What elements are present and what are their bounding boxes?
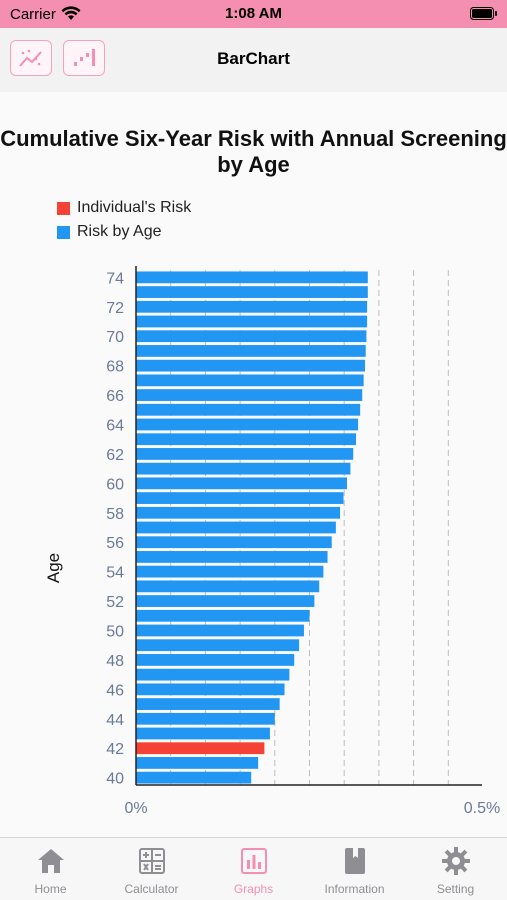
home-icon	[38, 849, 64, 873]
bar	[136, 757, 259, 769]
y-tick-label: 52	[106, 594, 124, 611]
gear-icon	[442, 847, 470, 875]
bar	[136, 448, 354, 460]
bar-individual-risk	[136, 742, 265, 755]
calculator-icon	[139, 848, 165, 874]
legend-label-age: Risk by Age	[77, 223, 162, 240]
tab-graphs[interactable]: Graphs	[203, 838, 304, 900]
y-tick-label: 42	[106, 741, 124, 758]
bar	[136, 595, 315, 607]
bar	[136, 418, 359, 431]
tab-home-label: Home	[34, 882, 67, 896]
bar	[136, 536, 332, 549]
chart-content: Cumulative Six-Year Risk with Annual Scr…	[0, 92, 507, 837]
bar	[136, 624, 304, 637]
bar	[136, 389, 363, 401]
bar-chart: 74 72 70 68 66 64 62 60 58 56 54 52 50 48 46 44 42 400% 0.…	[44, 266, 500, 837]
tab-home[interactable]: Home	[0, 838, 101, 900]
bar	[136, 683, 285, 696]
y-tick-label: 58	[106, 506, 124, 523]
y-tick-label: 70	[106, 329, 124, 346]
y-tick-label: 62	[106, 447, 124, 464]
tab-information[interactable]: Information	[304, 838, 405, 900]
bar	[136, 654, 295, 666]
bar	[136, 374, 364, 387]
y-tick-label: 60	[106, 476, 124, 493]
bar	[136, 551, 328, 563]
y-tick-label: 56	[106, 535, 124, 552]
bar	[136, 668, 290, 681]
bar-steps-icon	[74, 49, 95, 66]
trend-icon	[19, 49, 42, 67]
y-tick-label: 50	[106, 624, 124, 641]
legend-swatch-age	[57, 225, 70, 239]
legend-swatch-individual	[57, 201, 70, 215]
tab-calculator-label: Calculator	[124, 882, 179, 896]
bar	[136, 712, 275, 725]
bar	[136, 698, 280, 710]
wifi-icon	[61, 6, 81, 20]
bar	[136, 506, 341, 519]
bar	[136, 727, 270, 740]
bar	[136, 315, 368, 328]
bar	[136, 580, 320, 593]
bar	[136, 609, 310, 622]
tab-graphs-label: Graphs	[233, 882, 274, 896]
y-tick-label: 54	[106, 565, 124, 582]
bar	[136, 639, 300, 652]
y-tick-label: 48	[106, 653, 124, 670]
y-tick-label: 46	[106, 682, 124, 699]
bar	[136, 345, 366, 357]
bar	[136, 433, 356, 446]
tab-information-label: Information	[324, 882, 385, 896]
bar	[136, 521, 336, 534]
carrier-label: Carrier	[10, 6, 56, 23]
line-chart-button[interactable]	[10, 40, 52, 76]
bar	[136, 271, 368, 284]
battery-icon	[470, 7, 497, 20]
graphs-icon	[241, 848, 267, 874]
x-tick-label: 0%	[124, 800, 147, 817]
y-tick-label: 72	[106, 300, 124, 317]
bar	[136, 300, 368, 313]
bar	[136, 286, 368, 298]
bar	[136, 771, 252, 784]
step-chart-button[interactable]	[63, 40, 105, 76]
tab-bar: Home Calculator Graphs	[0, 837, 507, 900]
bar	[136, 403, 361, 416]
bar	[136, 330, 367, 343]
tab-setting[interactable]: Setting	[405, 838, 506, 900]
y-axis-label: Age	[44, 553, 63, 583]
y-tick-label: 44	[106, 712, 124, 729]
x-axis-label: Risk (percentage)	[186, 835, 320, 837]
y-tick-label: 64	[106, 418, 124, 435]
status-bar: Carrier 1:08 AM	[0, 0, 507, 28]
y-tick-label: 66	[106, 388, 124, 405]
bar	[136, 492, 344, 504]
status-time: 1:08 AM	[225, 5, 282, 22]
bar	[136, 477, 347, 490]
book-icon	[345, 848, 365, 874]
y-tick-label: 68	[106, 359, 124, 376]
bar	[136, 359, 366, 372]
y-tick-label: 74	[106, 270, 124, 287]
tab-calculator[interactable]: Calculator	[101, 838, 202, 900]
nav-title: BarChart	[217, 49, 290, 68]
chart-title: Cumulative Six-Year Risk with Annual Scr…	[0, 126, 507, 177]
legend-label-individual: Individual's Risk	[77, 199, 192, 216]
bar	[136, 565, 324, 578]
legend-individual-risk: Individual's Risk	[57, 199, 191, 217]
x-tick-label: 0.5%	[464, 800, 500, 817]
legend-risk-by-age: Risk by Age	[57, 223, 161, 241]
bar	[136, 462, 351, 475]
y-tick-label: 40	[106, 771, 124, 788]
tab-setting-label: Setting	[436, 882, 475, 896]
navigation-bar: BarChart	[0, 28, 507, 92]
